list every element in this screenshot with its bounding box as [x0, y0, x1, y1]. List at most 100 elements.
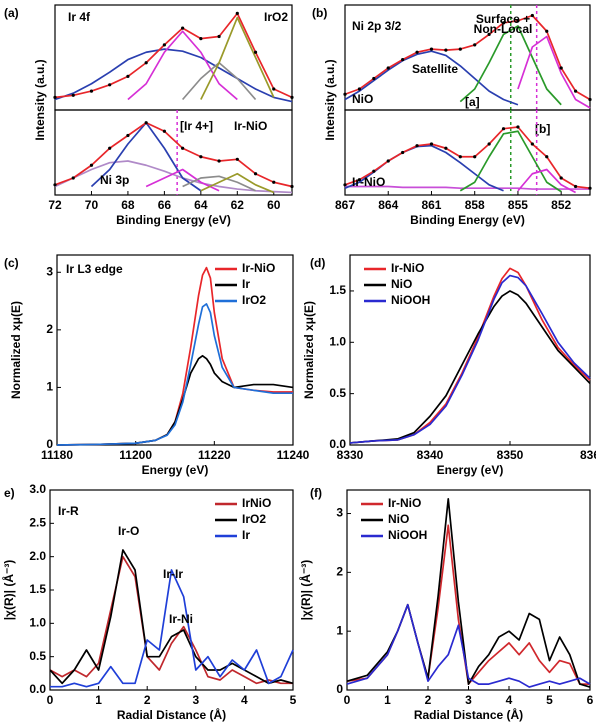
y-tick-label: 0.5 — [29, 649, 46, 663]
data-point — [530, 142, 534, 146]
data-point — [199, 37, 203, 41]
x-tick-label: 6 — [587, 693, 594, 707]
data-point — [253, 172, 258, 176]
data-point — [545, 29, 549, 33]
y-tick-label: 2 — [336, 565, 343, 579]
y-tick-label: 0.5 — [329, 386, 346, 400]
x-tick-label: 11240 — [277, 448, 310, 462]
data-point — [429, 142, 434, 146]
data-point — [144, 121, 148, 125]
data-point — [516, 125, 520, 129]
y-tick-label: 3 — [336, 506, 343, 520]
plot-frame — [54, 109, 293, 196]
data-point — [272, 180, 276, 184]
y-tick-label: 1 — [336, 623, 343, 637]
y-tick-label: 3 — [46, 264, 53, 278]
data-point — [573, 89, 578, 93]
data-point — [290, 184, 294, 189]
x-tick-label: 66 — [158, 198, 172, 212]
series-line — [54, 121, 293, 188]
data-point — [559, 176, 563, 180]
annotation: Ir-O — [118, 524, 139, 538]
series-line — [49, 555, 293, 685]
data-point — [290, 95, 294, 99]
y-axis-label: Normalized xμ(E) — [302, 301, 316, 399]
series-line — [56, 303, 293, 446]
legend-label: Ir-NiO — [391, 261, 424, 275]
annotation: [b] — [535, 122, 550, 136]
x-tick-label: 4 — [506, 693, 513, 707]
data-point — [415, 144, 419, 148]
x-axis-label: Radial Distance (Å) — [414, 707, 523, 722]
series-line — [459, 25, 562, 106]
data-point — [71, 176, 75, 180]
series-line — [127, 30, 238, 101]
x-tick-label: 11220 — [198, 448, 231, 462]
data-point — [401, 58, 405, 62]
series-line — [345, 185, 590, 190]
series-line — [517, 35, 591, 109]
y-tick-label: 1 — [46, 380, 53, 394]
plot-frame — [56, 254, 294, 446]
data-point — [272, 87, 276, 91]
annotation: Non-Local — [474, 22, 533, 36]
y-tick-label: 0 — [46, 437, 53, 451]
data-point — [530, 13, 534, 18]
data-point — [473, 43, 477, 47]
data-point — [162, 129, 166, 133]
data-point — [162, 43, 166, 47]
x-tick-label: 4 — [241, 693, 248, 707]
x-tick-label: 8340 — [417, 448, 444, 462]
series-line — [54, 12, 293, 99]
data-point — [235, 157, 239, 161]
x-axis-label: Energy (eV) — [142, 463, 209, 477]
data-point — [458, 47, 462, 51]
series-line — [344, 50, 519, 106]
x-tick-label: 858 — [465, 198, 485, 212]
series-line — [344, 14, 591, 101]
data-point — [53, 95, 57, 99]
x-tick-label: 68 — [121, 198, 135, 212]
x-tick-label: 0 — [344, 693, 351, 707]
panel-label: (a) — [4, 6, 19, 20]
data-point — [516, 19, 520, 23]
series-line — [459, 130, 562, 193]
legend-label: IrO2 — [242, 512, 266, 526]
legend-label: NiOOH — [391, 293, 430, 307]
data-point — [386, 66, 390, 70]
data-point — [501, 127, 506, 131]
annotation: Ir-Ir — [163, 567, 183, 581]
y-tick-label: 1.0 — [29, 616, 46, 630]
data-point — [89, 89, 94, 93]
y-tick-label: 0.0 — [29, 682, 46, 696]
x-tick-label: 11200 — [119, 448, 152, 462]
data-point — [458, 155, 462, 159]
y-tick-label: 0 — [336, 682, 343, 696]
data-point — [588, 186, 592, 190]
series-line — [200, 172, 275, 194]
annotation: [Ir 4+] — [180, 119, 213, 133]
x-axis-label: Energy (eV) — [437, 463, 504, 477]
panel-label: (f) — [310, 486, 322, 500]
annotation: Ir 4f — [68, 10, 91, 24]
y-tick-label: 1.5 — [329, 283, 346, 297]
data-point — [108, 83, 112, 87]
legend-label: IrNiO — [242, 496, 271, 510]
data-point — [199, 155, 203, 159]
legend-label: Ir-NiO — [242, 261, 275, 275]
y-axis-label: |χ(R)| (Å⁻³) — [298, 560, 313, 621]
data-point — [501, 21, 506, 25]
series-line — [49, 549, 294, 685]
panel-label: e) — [4, 486, 15, 500]
x-tick-label: 2 — [144, 693, 151, 707]
x-tick-label: 8350 — [497, 448, 524, 462]
annotation: Ni 3p — [100, 173, 129, 187]
y-tick-label: 2 — [46, 322, 53, 336]
series-line — [50, 569, 294, 688]
data-point — [126, 74, 130, 78]
x-tick-label: 0 — [47, 693, 54, 707]
annotation: Satellite — [412, 62, 458, 76]
x-tick-label: 852 — [551, 198, 571, 212]
legend-label: Ir — [242, 528, 250, 542]
x-tick-label: 1 — [95, 693, 102, 707]
